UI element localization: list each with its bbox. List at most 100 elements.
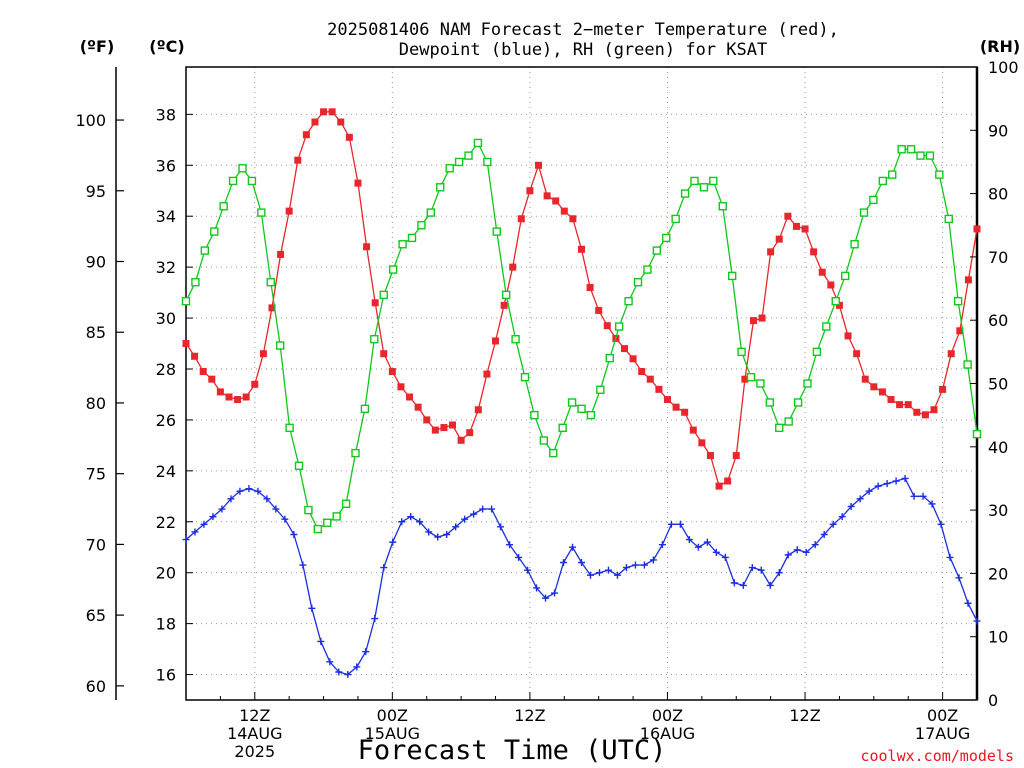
temperature-point (285, 207, 293, 215)
temperature-point (689, 426, 697, 434)
dewpoint-point (820, 530, 828, 538)
relative_humidity-point (756, 379, 765, 388)
relative_humidity-point (624, 297, 633, 306)
temperature-point (259, 350, 267, 358)
relative_humidity-point (662, 233, 671, 243)
dewpoint-point (380, 564, 388, 572)
temperature-point (578, 245, 585, 253)
celsius-tick-label: 18 (156, 615, 176, 634)
temperature-point (354, 179, 362, 187)
temperature-point (930, 406, 938, 414)
time-tick-label: 17AUG (915, 724, 970, 743)
dewpoint-point (604, 566, 612, 574)
rh-tick-label: 40 (988, 438, 1008, 457)
dewpoint-point (766, 581, 774, 589)
temperature-point (896, 401, 904, 409)
dewpoint-point (748, 564, 756, 572)
temperature-point (474, 406, 482, 414)
relative_humidity-point (200, 246, 210, 255)
relative_humidity-point (388, 265, 398, 274)
temperature-point (466, 429, 474, 437)
dewpoint-point (640, 561, 648, 569)
dewpoint-point (739, 581, 747, 589)
celsius-tick-label: 32 (156, 258, 176, 277)
dewpoint-point (371, 615, 379, 623)
temperature-point (595, 306, 603, 314)
temperature-point (646, 375, 654, 383)
temperature-point (294, 156, 302, 164)
relative_humidity-point (530, 410, 539, 420)
relative_humidity-point (906, 145, 916, 154)
dewpoint-point (784, 551, 792, 559)
relative_humidity-point (840, 271, 850, 281)
relative_humidity-point (417, 221, 426, 230)
celsius-tick-label: 24 (156, 462, 176, 481)
relative_humidity-point (718, 202, 727, 211)
relative_humidity-point (727, 271, 737, 281)
temperature-point (741, 375, 749, 383)
dewpoint-point (236, 487, 244, 495)
relative_humidity-point (341, 499, 351, 508)
relative_humidity-point (888, 170, 897, 179)
celsius-tick-label: 22 (156, 513, 176, 532)
rh-tick-label: 90 (988, 121, 1008, 140)
temperature-point (251, 380, 259, 388)
temperature-point (535, 161, 543, 169)
temperature-point (320, 108, 328, 116)
relative_humidity-point (709, 176, 718, 186)
relative_humidity-point (219, 202, 228, 211)
temperature-point (191, 352, 199, 360)
celsius-ticks: 16 18 20 22 24 26 28 30 32 34 36 38 (156, 105, 193, 685)
temperature-point (638, 368, 646, 376)
temperature-point (302, 131, 310, 139)
dewpoint-point (452, 523, 460, 531)
temperature-point (586, 284, 594, 292)
temperature-point (818, 268, 826, 276)
dewpoint-point (622, 564, 630, 572)
dewpoint-point (955, 574, 963, 582)
temperature-point (620, 345, 628, 353)
temperature-point (406, 393, 414, 401)
temperature-point (655, 385, 663, 393)
dewpoint-point (515, 553, 523, 561)
temperature-point (878, 388, 886, 396)
temperature-point (268, 304, 276, 312)
temperature-point (887, 396, 895, 404)
dewpoint-point (191, 528, 199, 536)
dewpoint-point (578, 559, 585, 567)
dewpoint-point (290, 530, 298, 538)
temperature-point (956, 327, 964, 335)
dewpoint-point (353, 663, 361, 671)
relative_humidity-point (323, 518, 332, 527)
rh-tick-label: 0 (988, 691, 998, 710)
relative_humidity-point (379, 290, 388, 300)
relative_humidity-point (690, 176, 699, 186)
relative_humidity-point (247, 176, 257, 186)
series-dewpoint (182, 474, 981, 679)
temperature-point (672, 403, 680, 411)
dewpoint-point (398, 518, 406, 526)
temperature-point (345, 133, 353, 141)
temperature-point (775, 235, 783, 243)
celsius-tick-label: 38 (156, 105, 176, 124)
time-tick-label: 2025 (234, 742, 275, 761)
temperature-point (509, 263, 517, 271)
relative_humidity-point (567, 398, 577, 407)
temperature-point (449, 421, 457, 429)
temperature-point (663, 396, 671, 404)
relative_humidity-point (831, 297, 840, 306)
relative_humidity-point (181, 297, 191, 306)
dewpoint-point (407, 513, 415, 521)
temperature-point (543, 192, 551, 200)
rh-tick-label: 60 (988, 311, 1008, 330)
temperature-point (681, 408, 689, 416)
temperature-point (277, 250, 285, 258)
dewpoint-point (712, 548, 720, 556)
fahrenheit-tick-label: 90 (86, 252, 106, 271)
relative_humidity-point (652, 246, 662, 255)
credit-text: coolwx.com/models (860, 747, 1014, 765)
relative_humidity-point (925, 151, 935, 160)
time-tick-label: 16AUG (640, 724, 695, 743)
relative_humidity-point (483, 157, 492, 167)
rh-tick-label: 70 (988, 248, 1008, 267)
